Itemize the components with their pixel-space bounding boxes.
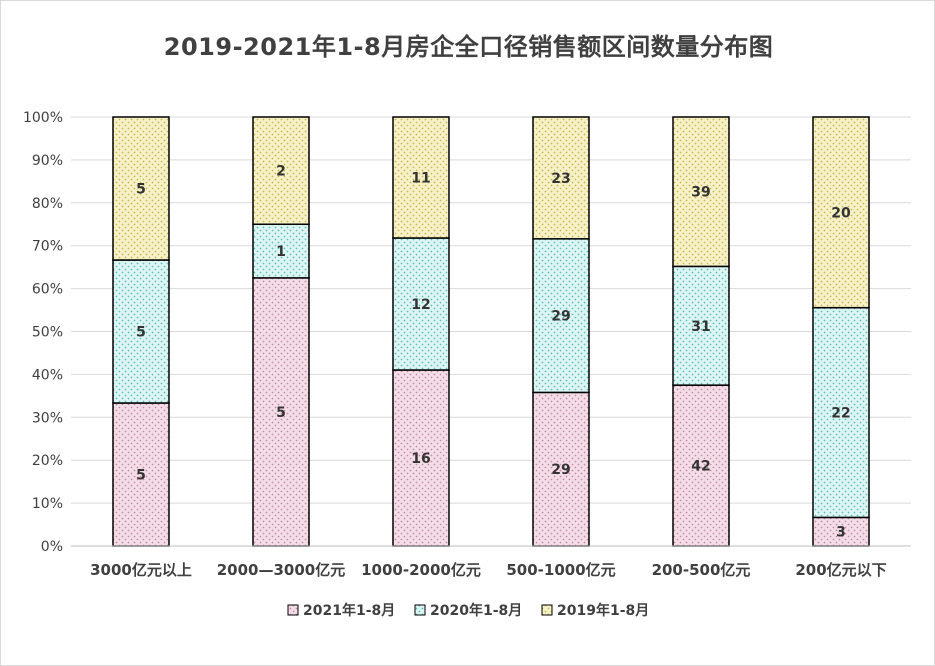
bar-segment: [672, 265, 730, 386]
data-label: 5: [136, 182, 146, 198]
data-label: 31: [691, 319, 710, 335]
data-label: 3: [836, 525, 846, 541]
data-label: 5: [136, 468, 146, 484]
data-label: 23: [551, 171, 570, 187]
bar-segment: [252, 116, 310, 225]
data-label: 20: [831, 205, 851, 221]
data-label: 29: [551, 462, 570, 478]
bar-segment: [112, 116, 170, 261]
data-label: 11: [411, 171, 430, 187]
y-tick-label: 60%: [32, 282, 63, 298]
x-category-label: 200-500亿元: [652, 561, 751, 579]
data-label: 5: [136, 325, 146, 341]
bar-segment: [392, 237, 450, 371]
bar-segment: [672, 116, 730, 268]
data-label: 1: [276, 244, 286, 260]
legend-swatch: [287, 604, 299, 616]
x-category-label: 500-1000亿元: [506, 561, 615, 579]
bar-segment: [252, 223, 310, 279]
bar-segment: [532, 238, 590, 394]
data-label: 16: [411, 451, 430, 467]
data-label: 42: [691, 459, 710, 475]
bar-segment: [812, 116, 870, 309]
x-category-label: 200亿元以下: [795, 561, 886, 579]
y-tick-label: 20%: [32, 453, 63, 469]
legend-swatch: [414, 604, 426, 616]
bar-segment: [392, 116, 450, 239]
data-label: 29: [551, 309, 570, 325]
data-label: 22: [831, 406, 850, 422]
x-category-label: 1000-2000亿元: [361, 561, 481, 579]
data-label: 39: [691, 185, 710, 201]
y-tick-label: 50%: [32, 325, 63, 341]
y-tick-label: 10%: [32, 496, 63, 512]
bar-segment: [812, 306, 870, 519]
y-tick-label: 100%: [23, 110, 63, 126]
bar-segment: [392, 369, 450, 547]
bar-segment: [532, 116, 590, 240]
bar-segment: [532, 391, 590, 547]
legend-label: 2019年1-8月: [557, 602, 649, 619]
y-tick-label: 90%: [32, 153, 63, 169]
y-tick-label: 80%: [32, 196, 63, 212]
data-label: 12: [411, 297, 430, 313]
y-tick-label: 70%: [32, 239, 63, 255]
legend-swatch: [541, 604, 553, 616]
data-label: 2: [276, 164, 286, 180]
chart-title: 2019-2021年1-8月房企全口径销售额区间数量分布图: [163, 33, 774, 61]
bar-segment: [112, 402, 170, 547]
legend-label: 2021年1-8月: [303, 602, 395, 619]
bar-segment: [252, 277, 310, 547]
x-category-label: 3000亿元以上: [90, 561, 192, 579]
y-tick-label: 40%: [32, 367, 63, 383]
data-label: 5: [276, 405, 286, 421]
y-tick-label: 0%: [41, 539, 63, 555]
legend-label: 2020年1-8月: [430, 602, 522, 619]
x-category-label: 2000—3000亿元: [217, 561, 346, 579]
bar-segment: [112, 259, 170, 404]
y-tick-label: 30%: [32, 410, 63, 426]
